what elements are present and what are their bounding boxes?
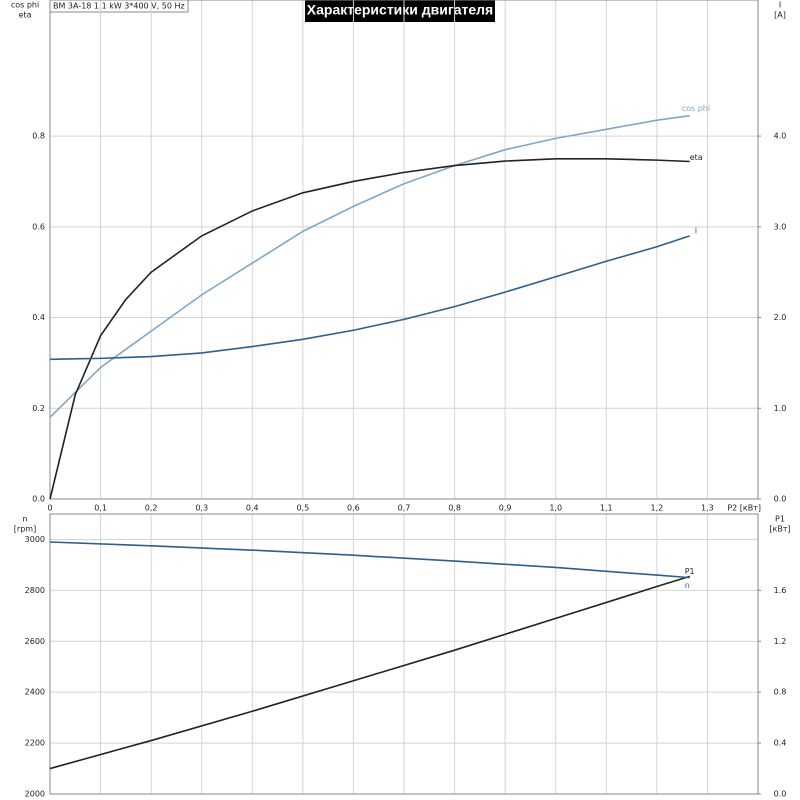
- x-tick-label: 0,2: [145, 504, 158, 513]
- y-tick-label: 2000: [25, 790, 45, 799]
- y2-tick-label: 0.8: [774, 688, 787, 697]
- series-label: I: [695, 226, 697, 235]
- y-tick-label: 2400: [25, 688, 45, 697]
- y-tick-label: 2200: [25, 739, 45, 748]
- title-box: [305, 0, 495, 22]
- series-label: P1: [685, 567, 695, 576]
- y2-tick-label: 3.0: [774, 222, 787, 231]
- x-tick-label: 0: [47, 504, 52, 513]
- y-tick-label: 0.6: [32, 222, 45, 231]
- series-label: cos phi: [682, 104, 710, 113]
- x-tick-label: 0,7: [398, 504, 411, 513]
- x-tick-label: 0,9: [499, 504, 512, 513]
- y-tick-label: 0.8: [32, 132, 45, 141]
- y-tick-label: 0.0: [32, 495, 45, 504]
- x-tick-label: 0,5: [296, 504, 309, 513]
- y2-tick-label: 1.0: [774, 404, 787, 413]
- y-axis-label: n: [22, 515, 27, 524]
- series-label: n: [685, 581, 690, 590]
- x-tick-label: 0,8: [448, 504, 461, 513]
- y2-tick-label: 0.0: [774, 790, 787, 799]
- x-tick-label: 0,3: [195, 504, 208, 513]
- x-tick-label: 1,0: [549, 504, 562, 513]
- x-tick-label: 1,3: [701, 504, 714, 513]
- y2-axis-label: [A]: [774, 11, 786, 20]
- y2-tick-label: 0.0: [774, 495, 787, 504]
- y2-tick-label: 1.2: [774, 637, 787, 646]
- chart-title: Характеристики двигателя: [307, 2, 493, 18]
- x-tick-label: 1,1: [600, 504, 613, 513]
- y-axis-label: [rpm]: [14, 525, 36, 534]
- info-text: BM 3A-18 1.1 kW 3*400 V, 50 Hz: [53, 2, 185, 11]
- y2-tick-label: 1.6: [774, 586, 787, 595]
- y2-axis-label: I: [779, 1, 781, 10]
- plot-frame: [49, 0, 759, 500]
- x-tick-label: 0,4: [246, 504, 259, 513]
- x-axis-label: P2 [кВт]: [727, 504, 761, 513]
- y-tick-label: 0.2: [32, 404, 45, 413]
- y-tick-label: 0.4: [32, 313, 45, 322]
- series-label: eta: [690, 153, 703, 162]
- y-tick-label: 2800: [25, 586, 45, 595]
- y-tick-label: 3000: [25, 535, 45, 544]
- x-tick-label: 1,2: [650, 504, 663, 513]
- y-axis-label: eta: [19, 11, 32, 20]
- series-line: [49, 157, 690, 500]
- series-line: [49, 541, 690, 579]
- y2-tick-label: 0.4: [774, 739, 787, 748]
- y-axis-label: cos phi: [11, 1, 39, 10]
- x-tick-label: 0,1: [94, 504, 107, 513]
- y-tick-label: 2600: [25, 637, 45, 646]
- series-line: [49, 114, 690, 418]
- x-tick-label: 0,6: [347, 504, 360, 513]
- y2-axis-label: P1: [775, 515, 785, 524]
- y2-axis-label: [кВт]: [769, 525, 790, 534]
- y2-tick-label: 4.0: [774, 132, 787, 141]
- series-line: [49, 235, 690, 361]
- plot-frame: [49, 513, 759, 795]
- y2-tick-label: 2.0: [774, 313, 787, 322]
- series-line: [49, 575, 690, 770]
